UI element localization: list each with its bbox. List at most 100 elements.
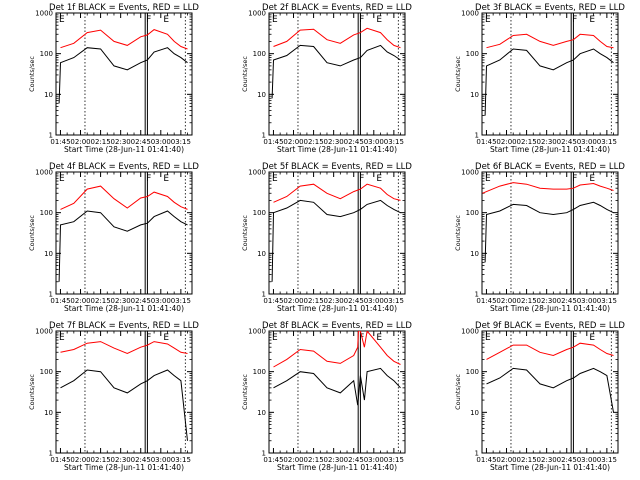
x-tick-label: 01:45 <box>263 138 283 146</box>
x-tick-label: 02:45 <box>557 138 577 146</box>
x-tick-label: 02:45 <box>344 297 364 305</box>
y-tick-label: 1000 <box>35 328 53 336</box>
lld-series-line <box>273 183 401 203</box>
panel-2: Det 2f BLACK = Events, RED = LLD 1 10 100 10… <box>241 3 412 154</box>
marker-label: F <box>146 333 151 343</box>
x-tick-label: 02:45 <box>557 297 577 305</box>
x-tick-label: 02:30 <box>324 138 344 146</box>
marker-label: E <box>376 15 382 25</box>
x-tick-label: 03:15 <box>597 297 617 305</box>
x-tick-label: 02:00 <box>70 297 90 305</box>
y-tick-label: 100 <box>253 368 266 376</box>
plot-frame <box>481 12 619 136</box>
x-tick-label: 02:30 <box>111 297 131 305</box>
lld-series-line <box>482 182 614 194</box>
marker-label: F <box>146 15 151 25</box>
x-tick-label: 02:30 <box>324 456 344 464</box>
panel-title: Det 3f BLACK = Events, RED = LLD <box>475 3 625 13</box>
lld-series-line <box>273 27 401 49</box>
x-tick-label: 02:15 <box>516 138 536 146</box>
y-tick-label: 100 <box>40 368 53 376</box>
y-tick-label: 10 <box>470 250 479 258</box>
panel-title: Det 4f BLACK = Events, RED = LLD <box>49 162 199 172</box>
y-tick-label: 100 <box>253 209 266 217</box>
x-tick-label: 01:45 <box>50 297 70 305</box>
marker-label: F <box>572 174 577 184</box>
x-tick-label: 02:15 <box>516 297 536 305</box>
x-tick-label: 03:15 <box>384 297 404 305</box>
y-tick-label: 1000 <box>248 169 266 177</box>
marker-label: E <box>272 174 278 184</box>
y-axis-label: Counts/sec <box>454 215 462 251</box>
y-tick-label: 1 <box>262 450 266 458</box>
y-tick-label: 1 <box>475 450 479 458</box>
marker-label: E <box>485 15 491 25</box>
x-tick-label: 03:00 <box>577 456 597 464</box>
marker-label: E <box>163 15 169 25</box>
y-tick-label: 1000 <box>461 10 479 18</box>
marker-label: F <box>572 333 577 343</box>
events-series-line <box>58 210 188 282</box>
x-axis-label: Start Time (28-Jun-11 01:41:40) <box>490 463 610 472</box>
x-axis-label: Start Time (28-Jun-11 01:41:40) <box>490 304 610 313</box>
y-tick-label: 10 <box>257 91 266 99</box>
y-axis-label: Counts/sec <box>28 56 36 92</box>
x-tick-label: 02:30 <box>537 138 557 146</box>
x-tick-label: 01:45 <box>476 138 496 146</box>
y-tick-label: 1000 <box>35 169 53 177</box>
y-tick-label: 1000 <box>461 169 479 177</box>
x-tick-label: 02:45 <box>557 456 577 464</box>
panel-6: Det 6f BLACK = Events, RED = LLD 1 10 100 10… <box>454 162 625 313</box>
plot-frame <box>268 12 406 136</box>
panel-title: Det 9f BLACK = Events, RED = LLD <box>475 321 625 331</box>
plot-frame <box>481 330 619 454</box>
y-tick-label: 1 <box>49 132 53 140</box>
marker-label: E <box>485 333 491 343</box>
panel-title: Det 8f BLACK = Events, RED = LLD <box>262 321 412 331</box>
lld-series-line <box>60 29 188 50</box>
x-axis-label: Start Time (28-Jun-11 01:41:40) <box>64 304 184 313</box>
plot-frame <box>481 171 619 295</box>
x-tick-label: 01:45 <box>50 138 70 146</box>
x-tick-label: 03:15 <box>171 297 191 305</box>
marker-label: E <box>163 333 169 343</box>
x-tick-label: 02:30 <box>324 297 344 305</box>
y-tick-label: 1 <box>262 291 266 299</box>
y-tick-label: 10 <box>257 409 266 417</box>
lld-series-line <box>273 331 401 368</box>
y-tick-label: 10 <box>470 409 479 417</box>
panel-5: Det 5f BLACK = Events, RED = LLD 1 10 100 10… <box>241 162 412 313</box>
y-axis-label: Counts/sec <box>28 215 36 251</box>
x-tick-label: 02:30 <box>111 138 131 146</box>
x-tick-label: 02:15 <box>303 138 323 146</box>
x-tick-label: 03:00 <box>364 138 384 146</box>
x-tick-label: 02:15 <box>303 297 323 305</box>
x-tick-label: 03:15 <box>597 138 617 146</box>
x-tick-label: 03:15 <box>384 456 404 464</box>
lld-series-line <box>486 342 614 360</box>
events-series-line <box>273 367 401 406</box>
y-tick-label: 100 <box>466 209 479 217</box>
y-tick-label: 1000 <box>248 10 266 18</box>
x-tick-label: 02:45 <box>131 456 151 464</box>
x-tick-label: 02:15 <box>90 138 110 146</box>
x-tick-label: 03:00 <box>151 456 171 464</box>
y-tick-label: 1000 <box>35 10 53 18</box>
x-tick-label: 02:45 <box>344 456 364 464</box>
y-axis-label: Counts/sec <box>241 215 249 251</box>
y-tick-label: 100 <box>40 50 53 58</box>
panel-title: Det 2f BLACK = Events, RED = LLD <box>262 3 412 13</box>
events-series-line <box>484 48 614 116</box>
marker-label: F <box>359 15 364 25</box>
x-tick-label: 03:00 <box>577 138 597 146</box>
marker-label: F <box>146 174 151 184</box>
x-tick-label: 02:30 <box>111 456 131 464</box>
y-tick-label: 100 <box>40 209 53 217</box>
panel-title: Det 1f BLACK = Events, RED = LLD <box>49 3 199 13</box>
y-axis-label: Counts/sec <box>28 374 36 410</box>
marker-label: E <box>59 15 65 25</box>
marker-label: E <box>485 174 491 184</box>
x-tick-label: 01:45 <box>263 456 283 464</box>
x-tick-label: 03:00 <box>577 297 597 305</box>
y-axis-label: Counts/sec <box>454 56 462 92</box>
